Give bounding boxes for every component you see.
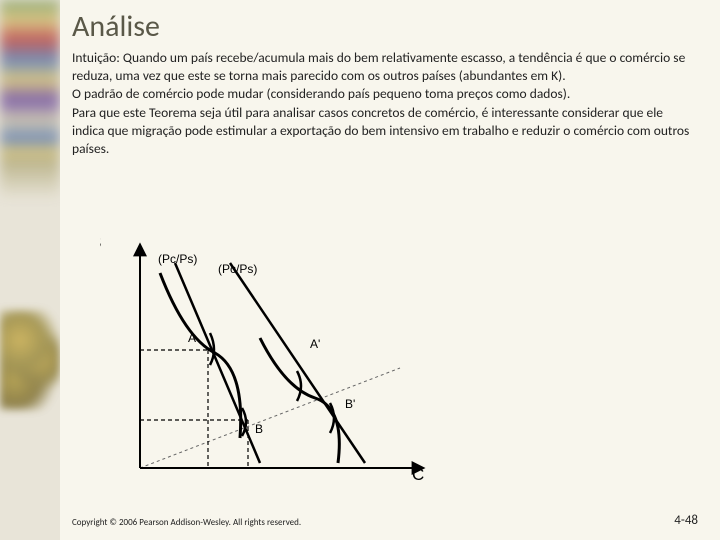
slide-title: Análise (72, 8, 696, 45)
slide-content: Análise Intuição: Quando um país recebe/… (72, 8, 696, 158)
page-number: 4-48 (674, 513, 698, 528)
svg-text:(Pc/Ps): (Pc/Ps) (158, 252, 197, 266)
svg-text:B': B' (345, 397, 355, 411)
flags-blur (0, 0, 60, 200)
decorative-left-strip (0, 0, 60, 540)
svg-text:C: C (412, 465, 424, 484)
svg-text:S: S (100, 238, 101, 252)
svg-text:(Pc/Ps): (Pc/Ps) (218, 262, 257, 276)
svg-text:B: B (255, 422, 263, 436)
chart-svg: S C (Pc/Ps) (Pc/Ps) A A' B B' (100, 238, 460, 498)
coins-blur (0, 310, 60, 410)
svg-text:A: A (188, 331, 196, 345)
svg-text:A': A' (310, 337, 320, 351)
slide-body: Intuição: Quando um país recebe/acumula … (72, 49, 696, 158)
economics-chart: S C (Pc/Ps) (Pc/Ps) A A' B B' (100, 238, 460, 498)
copyright-footer: Copyright © 2006 Pearson Addison-Wesley.… (72, 517, 301, 528)
